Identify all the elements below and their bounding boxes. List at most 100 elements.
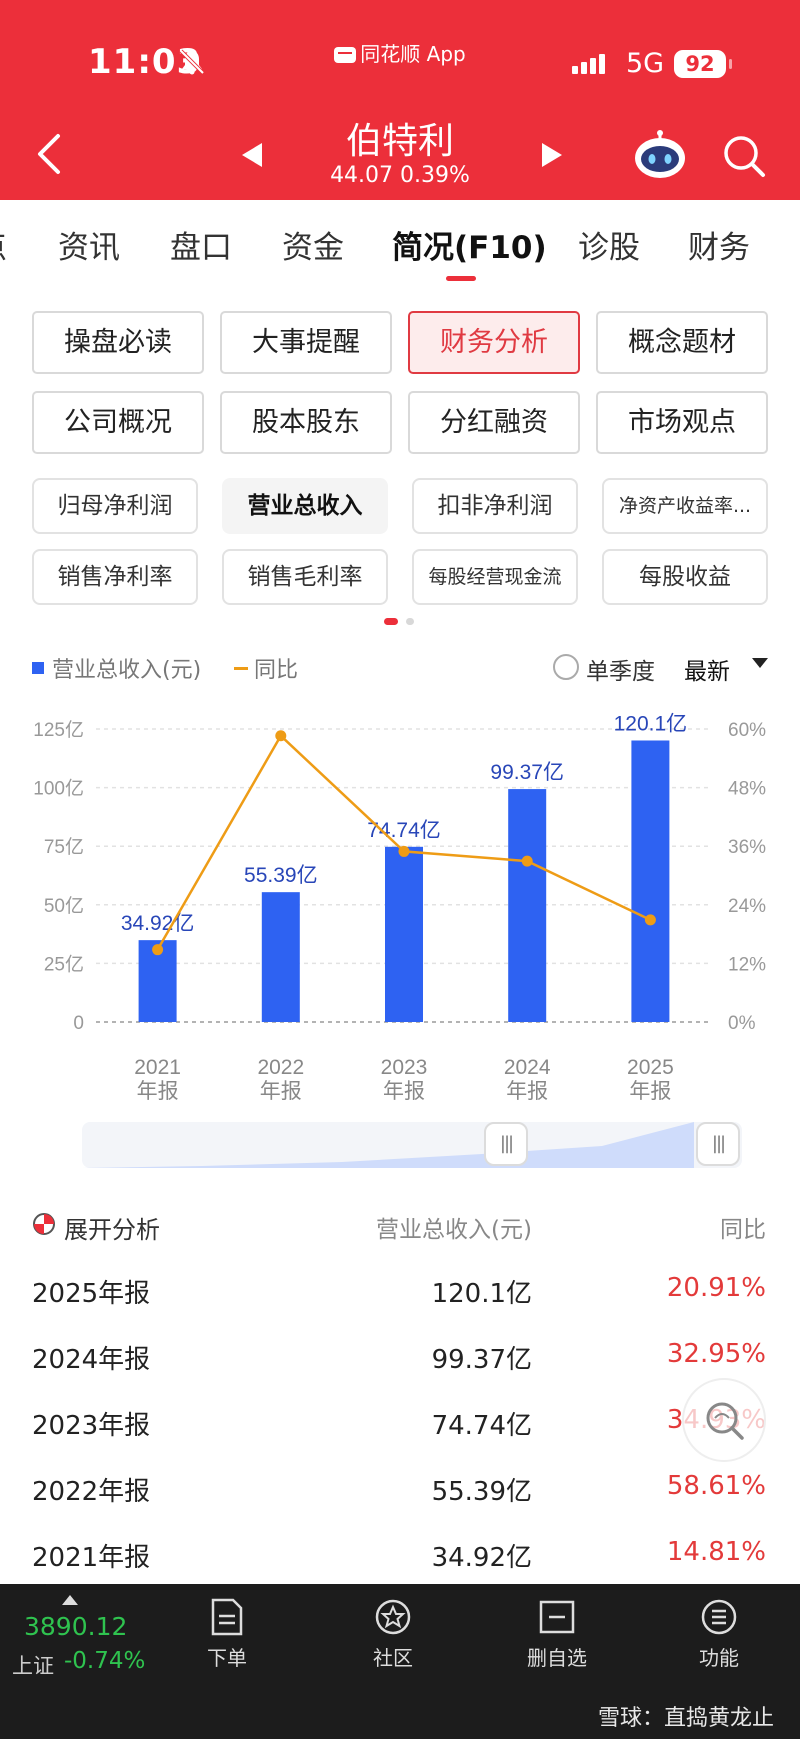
- category-financial-analysis[interactable]: 财务分析: [408, 311, 580, 374]
- latest-select[interactable]: 最新: [684, 659, 730, 685]
- category-market-views[interactable]: 市场观点: [596, 391, 768, 454]
- tab-news[interactable]: 资讯: [58, 230, 120, 266]
- nav-functions[interactable]: 功能: [669, 1598, 769, 1671]
- table-row-value: 34.92亿: [431, 1543, 532, 1573]
- revenue-chart: 0 0% 25亿 12% 50亿 24% 75亿 36% 100亿 48% 125亿 60% 34.92…: [33, 712, 766, 1103]
- back-icon[interactable]: [34, 132, 64, 176]
- nav-community[interactable]: 社区: [343, 1598, 443, 1671]
- x-axis-year-label: 2022: [257, 1056, 304, 1079]
- category-concept-topics[interactable]: 概念题材: [596, 311, 768, 374]
- y-axis-right-tick: 24%: [728, 896, 766, 917]
- table-row-label: 2022年报: [32, 1477, 151, 1507]
- watermark: 雪球：直捣黄龙止: [597, 1706, 774, 1731]
- tab-bar: 点 资讯 盘口 资金 简况(F10) 诊股 财务: [0, 200, 800, 290]
- metric-eps[interactable]: 每股收益: [602, 549, 768, 605]
- metric-net-margin[interactable]: 销售净利率: [32, 549, 198, 605]
- nav-functions-label: 功能: [699, 1646, 739, 1670]
- revenue-bar: [261, 892, 300, 1022]
- next-stock-icon[interactable]: [540, 142, 564, 168]
- y-axis-right-tick: 12%: [728, 954, 766, 975]
- tab-order-book[interactable]: 盘口: [170, 230, 232, 266]
- table-row-change: 58.61%: [666, 1471, 766, 1501]
- index-name: 上证: [12, 1654, 54, 1678]
- table-row-label: 2021年报: [32, 1543, 151, 1573]
- metric-gross-margin[interactable]: 销售毛利率: [222, 549, 388, 605]
- y-axis-left-tick: 25亿: [44, 953, 84, 975]
- index-expand-icon[interactable]: [62, 1595, 78, 1605]
- table-row-change: 32.95%: [666, 1339, 766, 1369]
- yoy-point: [275, 730, 287, 742]
- table-row-label: 2025年报: [32, 1279, 151, 1309]
- index-change: -0.74%: [64, 1648, 146, 1674]
- category-event-reminder[interactable]: 大事提醒: [220, 311, 392, 374]
- status-time: 11:03: [88, 42, 202, 82]
- y-axis-right-tick: 36%: [728, 837, 766, 858]
- x-axis-year-label: 2025: [627, 1056, 674, 1079]
- tab-funds[interactable]: 资金: [282, 230, 344, 266]
- y-axis-left-tick: 0: [73, 1013, 84, 1034]
- x-axis-report-label: 年报: [137, 1080, 179, 1103]
- tab-finance[interactable]: 财务: [688, 230, 750, 266]
- y-axis-right-tick: 60%: [728, 720, 766, 741]
- metric-deducted-profit[interactable]: 扣非净利润: [412, 478, 578, 534]
- metric-roe[interactable]: 净资产收益率...: [602, 478, 768, 534]
- table-row-label: 2023年报: [32, 1411, 151, 1441]
- yoy-point: [644, 914, 656, 926]
- stock-price: 44.07 0.39%: [330, 163, 470, 188]
- category-trading-guide[interactable]: 操盘必读: [32, 311, 204, 374]
- bell-muted-icon: [179, 49, 205, 75]
- app-name: 同花顺 App: [0, 38, 800, 67]
- yoy-point: [521, 855, 533, 867]
- category-company-profile[interactable]: 公司概况: [32, 391, 204, 454]
- tab-f10[interactable]: 简况(F10): [392, 230, 547, 266]
- bar-value-label: 120.1亿: [614, 712, 688, 735]
- tab-diagnose[interactable]: 诊股: [578, 230, 640, 266]
- table-title[interactable]: 展开分析: [64, 1216, 160, 1244]
- metric-net-profit[interactable]: 归母净利润: [32, 478, 198, 534]
- range-handle-right[interactable]: |||: [696, 1122, 740, 1166]
- table-row-change: 14.81%: [666, 1537, 766, 1567]
- order-document-icon: [211, 1598, 243, 1636]
- nav-remove-watchlist[interactable]: 删自选: [507, 1598, 607, 1671]
- dropdown-triangle-icon[interactable]: [752, 658, 768, 668]
- table-row-value: 55.39亿: [431, 1477, 532, 1507]
- yoy-point: [152, 944, 164, 956]
- range-overview-area: [82, 1122, 694, 1168]
- community-star-icon: [375, 1599, 411, 1635]
- y-axis-left-tick: 50亿: [44, 895, 84, 917]
- quarter-radio-icon[interactable]: [553, 654, 579, 680]
- index-value[interactable]: 3890.12: [24, 1612, 128, 1641]
- revenue-bar: [508, 789, 547, 1022]
- search-icon[interactable]: [722, 134, 766, 178]
- prev-stock-icon[interactable]: [240, 142, 264, 168]
- category-shareholders[interactable]: 股本股东: [220, 391, 392, 454]
- range-slider-track[interactable]: [82, 1122, 742, 1168]
- range-handle-left[interactable]: |||: [484, 1122, 528, 1166]
- nav-order[interactable]: 下单: [177, 1598, 277, 1671]
- robot-assistant-icon[interactable]: [632, 130, 688, 180]
- legend-bar-label: 营业总收入(元): [52, 658, 202, 683]
- yoy-point: [398, 845, 410, 857]
- column-header-revenue: 营业总收入(元): [376, 1217, 532, 1243]
- y-axis-right-tick: 48%: [728, 779, 766, 800]
- quarter-toggle-label[interactable]: 单季度: [586, 659, 655, 685]
- y-axis-left-tick: 75亿: [44, 836, 84, 858]
- table-row-label: 2024年报: [32, 1345, 151, 1375]
- network-label: 5G: [626, 48, 665, 79]
- signal-icon: [572, 54, 605, 74]
- legend-bar-icon: [32, 662, 44, 674]
- page-dot: [406, 618, 414, 625]
- expand-analysis-icon[interactable]: [32, 1212, 56, 1236]
- nav-order-label: 下单: [207, 1646, 247, 1670]
- app-logo-icon: [334, 47, 357, 63]
- tab-partial[interactable]: 点: [0, 222, 7, 267]
- category-dividend-financing[interactable]: 分红融资: [408, 391, 580, 454]
- menu-icon: [701, 1599, 737, 1635]
- x-axis-year-label: 2024: [504, 1056, 551, 1079]
- bar-value-label: 34.92亿: [121, 912, 195, 935]
- floating-zoom-button[interactable]: [682, 1378, 766, 1462]
- app-header: 11:03 同花顺 App 5G 92 伯特利 44.07 0.39%: [0, 0, 800, 200]
- metric-total-revenue[interactable]: 营业总收入: [222, 478, 388, 534]
- metric-operating-cashflow[interactable]: 每股经营现金流: [412, 549, 578, 605]
- remove-watchlist-icon: [539, 1600, 575, 1634]
